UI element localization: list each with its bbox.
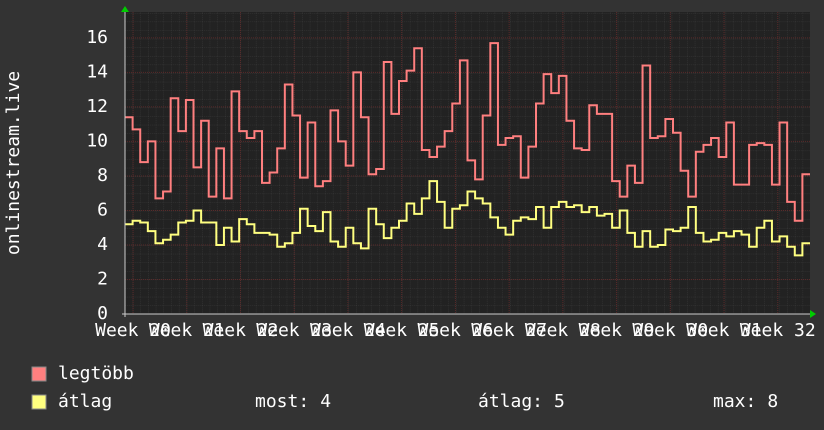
stat: átlag: 5 — [478, 391, 565, 412]
x-tick-label: Week 26 — [417, 320, 493, 341]
x-tick-label: Week 29 — [579, 320, 655, 341]
legend: legtöbb átlag most: 4 átlag: 5 max: 8 — [31, 363, 778, 412]
stat: most: 4 — [255, 391, 331, 412]
y-tick-label: 8 — [97, 165, 108, 186]
stat-label: átlag: — [478, 391, 543, 412]
stat-value: 4 — [320, 391, 331, 412]
y-tick-label: 0 — [97, 303, 108, 324]
x-tick-label: Week 27 — [471, 320, 547, 341]
minor-grid — [125, 12, 810, 314]
x-tick-label: Week 25 — [364, 320, 440, 341]
x-tick-label: Week 20 — [95, 320, 171, 341]
stat-label: most: — [255, 391, 309, 412]
legend-swatch — [31, 366, 47, 382]
legend-label: átlag — [58, 391, 112, 412]
stat-value: 5 — [554, 391, 565, 412]
y-tick-label: 12 — [86, 96, 108, 117]
x-tick-label: Week 28 — [525, 320, 601, 341]
x-tick-label: Week 30 — [632, 320, 708, 341]
legend-label: legtöbb — [58, 363, 134, 384]
x-tick-label: Week 21 — [149, 320, 225, 341]
lines — [125, 42, 810, 257]
y-tick-label: 4 — [97, 234, 108, 255]
stat: max: 8 — [713, 391, 778, 412]
x-tick-label: Week 24 — [310, 320, 386, 341]
x-tick-label: Week 22 — [203, 320, 279, 341]
y-tick-label: 6 — [97, 199, 108, 220]
y-arrow — [121, 6, 129, 12]
y-axis-label: onlinestream.live — [3, 71, 24, 255]
series-line — [125, 180, 810, 257]
legend-swatch — [31, 394, 47, 410]
y-tick-label: 10 — [86, 130, 108, 151]
x-tick-label: Week 31 — [686, 320, 762, 341]
x-tick-label: Week 23 — [256, 320, 332, 341]
series-line — [125, 42, 810, 222]
stat-label: max: — [713, 391, 756, 412]
y-tick-label: 2 — [97, 268, 108, 289]
y-tick-label: 16 — [86, 27, 108, 48]
x-tick-label: Week 32 — [740, 320, 816, 341]
x-arrow — [810, 310, 816, 318]
stat-value: 8 — [767, 391, 778, 412]
y-tick-label: 14 — [86, 61, 108, 82]
